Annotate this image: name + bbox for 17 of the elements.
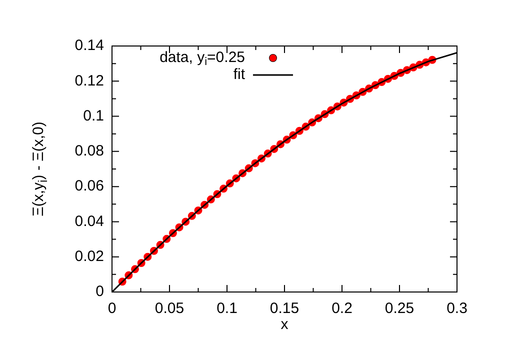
y-tick-label: 0.1 [83, 107, 104, 124]
y-tick-label: 0.08 [74, 142, 104, 160]
x-tick-label: 0.25 [384, 300, 414, 318]
y-tick-label: 0.02 [74, 248, 104, 265]
x-tick-label: 0 [108, 300, 116, 318]
x-axis-title: x [280, 316, 289, 334]
x-tick-label: 0.3 [446, 300, 468, 318]
x-tick-label: 0.05 [154, 300, 184, 318]
y-tick-label: 0.04 [74, 212, 104, 230]
y-tick-label: 0.12 [74, 72, 104, 90]
x-tick-label: 0.2 [332, 300, 352, 318]
legend-label: fit [233, 66, 246, 84]
x-tick-label: 0.15 [270, 300, 300, 318]
x-tick-label: 0.1 [216, 300, 238, 318]
y-tick-label: 0.14 [74, 37, 104, 54]
y-tick-label: 0 [96, 283, 104, 300]
y-tick-label: 0.06 [74, 178, 104, 195]
